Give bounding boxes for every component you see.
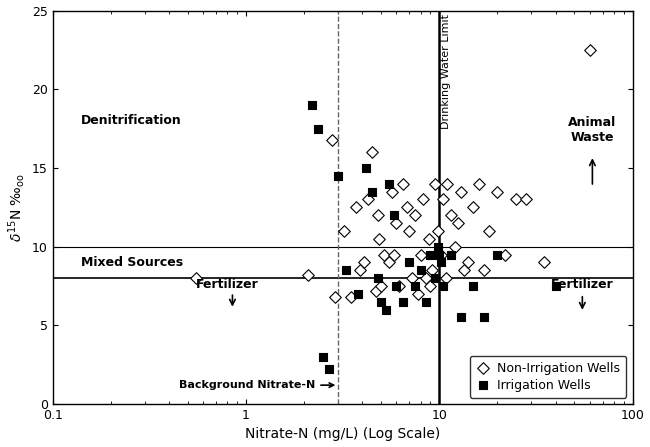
Non-Irrigation Wells [394,283,404,290]
Non-Irrigation Wells [389,251,399,258]
Non-Irrigation Wells [423,235,434,242]
Non-Irrigation Wells [359,259,370,266]
Non-Irrigation Wells [384,259,395,266]
Irrigation Wells [333,172,343,179]
Non-Irrigation Wells [379,251,389,258]
Non-Irrigation Wells [442,180,452,187]
Irrigation Wells [307,101,317,109]
Non-Irrigation Wells [367,149,378,156]
Irrigation Wells [324,366,335,373]
Irrigation Wells [492,251,502,258]
Y-axis label: $\delta^{15}$N ‰$_{\mathregular{oo}}$: $\delta^{15}$N ‰$_{\mathregular{oo}}$ [6,173,27,242]
Non-Irrigation Wells [398,180,408,187]
Irrigation Wells [446,251,456,258]
Text: Denitrification: Denitrification [81,114,182,127]
Irrigation Wells [391,283,402,290]
Non-Irrigation Wells [413,290,424,297]
Non-Irrigation Wells [460,267,470,274]
Irrigation Wells [432,243,443,250]
Irrigation Wells [415,267,426,274]
Non-Irrigation Wells [330,293,341,300]
Irrigation Wells [478,314,489,321]
Non-Irrigation Wells [425,283,436,290]
Non-Irrigation Wells [521,196,531,203]
Non-Irrigation Wells [540,259,550,266]
Non-Irrigation Wells [456,188,467,195]
Non-Irrigation Wells [417,196,428,203]
Non-Irrigation Wells [478,267,489,274]
Irrigation Wells [398,298,408,305]
Non-Irrigation Wells [427,267,437,274]
Non-Irrigation Wells [303,271,313,278]
Non-Irrigation Wells [355,267,365,274]
Non-Irrigation Wells [387,188,397,195]
Non-Irrigation Wells [511,196,521,203]
Irrigation Wells [367,188,378,195]
Irrigation Wells [372,274,383,282]
Irrigation Wells [421,298,431,305]
Irrigation Wells [313,125,323,132]
Non-Irrigation Wells [327,136,337,143]
Non-Irrigation Wells [430,180,440,187]
Non-Irrigation Wells [402,204,412,211]
Irrigation Wells [389,211,399,219]
Non-Irrigation Wells [421,274,431,282]
Non-Irrigation Wells [500,251,511,258]
Irrigation Wells [381,306,391,313]
Text: Drinking Water Limit: Drinking Water Limit [441,14,450,129]
Non-Irrigation Wells [492,188,502,195]
Non-Irrigation Wells [339,228,349,235]
Non-Irrigation Wells [453,219,463,227]
Non-Irrigation Wells [415,251,426,258]
Irrigation Wells [430,274,440,282]
Non-Irrigation Wells [376,283,386,290]
Irrigation Wells [410,283,421,290]
Non-Irrigation Wells [441,274,451,282]
Irrigation Wells [551,283,561,290]
Text: Fertilizer: Fertilizer [551,278,614,291]
Irrigation Wells [425,251,436,258]
Non-Irrigation Wells [374,235,385,242]
Irrigation Wells [456,314,467,321]
Irrigation Wells [434,251,445,258]
Non-Irrigation Wells [410,211,421,219]
Non-Irrigation Wells [468,204,478,211]
Irrigation Wells [438,283,448,290]
Text: Mixed Sources: Mixed Sources [81,256,183,269]
Irrigation Wells [468,283,478,290]
Non-Irrigation Wells [436,251,446,258]
Irrigation Wells [361,164,372,172]
Non-Irrigation Wells [446,211,456,219]
Non-Irrigation Wells [432,228,443,235]
Non-Irrigation Wells [404,228,415,235]
Non-Irrigation Wells [190,274,201,282]
Irrigation Wells [318,353,328,360]
Legend: Non-Irrigation Wells, Irrigation Wells: Non-Irrigation Wells, Irrigation Wells [469,355,626,398]
Text: Background Nitrate-N: Background Nitrate-N [179,380,333,390]
Text: Fertilizer: Fertilizer [196,278,259,291]
Non-Irrigation Wells [406,274,417,282]
Irrigation Wells [436,259,446,266]
Text: Animal
Waste: Animal Waste [568,116,616,144]
Irrigation Wells [376,298,386,305]
Non-Irrigation Wells [484,228,494,235]
Non-Irrigation Wells [370,287,381,294]
Non-Irrigation Wells [584,46,595,54]
Irrigation Wells [404,259,415,266]
Non-Irrigation Wells [346,293,356,300]
Non-Irrigation Wells [350,204,361,211]
Non-Irrigation Wells [449,243,460,250]
Irrigation Wells [341,267,352,274]
Irrigation Wells [384,180,395,187]
Irrigation Wells [353,290,363,297]
Non-Irrigation Wells [474,180,484,187]
Non-Irrigation Wells [438,196,448,203]
X-axis label: Nitrate-N (mg/L) (Log Scale): Nitrate-N (mg/L) (Log Scale) [245,427,440,442]
Non-Irrigation Wells [462,259,473,266]
Non-Irrigation Wells [363,196,374,203]
Non-Irrigation Wells [372,211,383,219]
Non-Irrigation Wells [391,219,402,227]
